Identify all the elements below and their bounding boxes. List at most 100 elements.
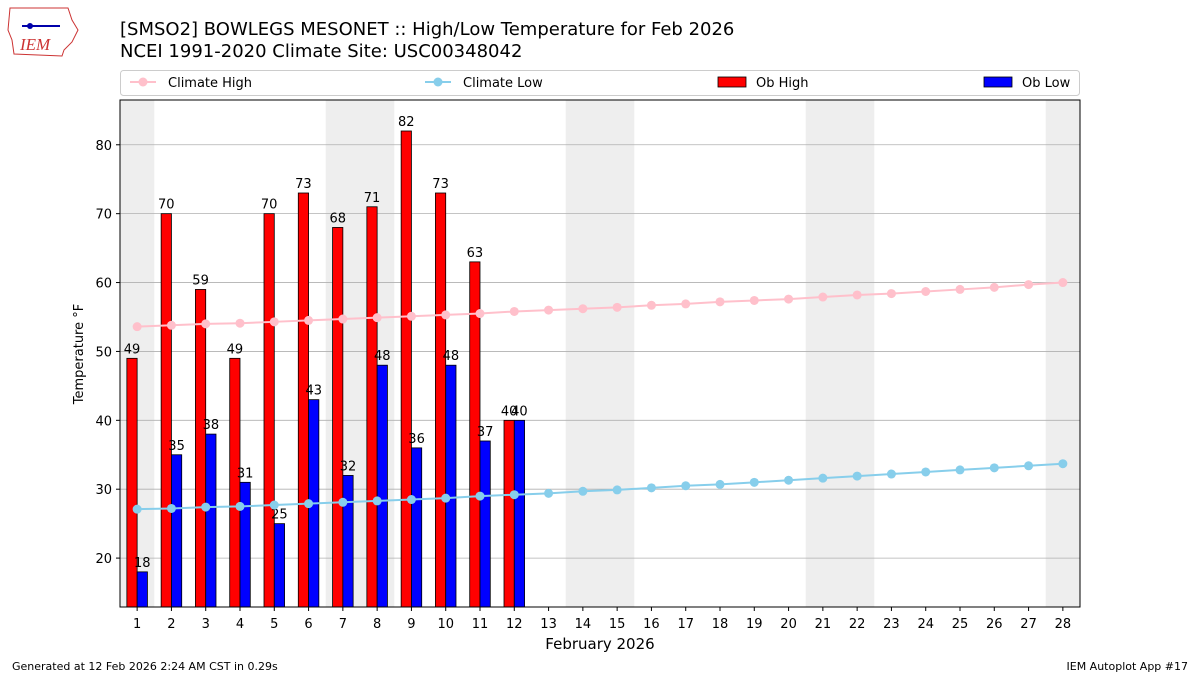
x-tick-label: 13 — [540, 617, 557, 632]
x-tick-label: 5 — [270, 617, 278, 632]
x-tick-label: 15 — [609, 617, 626, 632]
x-tick-label: 8 — [373, 617, 381, 632]
data-label: 35 — [168, 439, 185, 454]
bar — [342, 475, 354, 608]
point — [441, 310, 451, 320]
point — [612, 302, 622, 312]
point — [475, 309, 485, 319]
data-label: 73 — [295, 177, 312, 192]
bar — [376, 364, 388, 608]
logo-dot — [27, 23, 33, 29]
x-tick-label: 7 — [339, 617, 347, 632]
legend-box — [120, 70, 1080, 96]
point — [578, 304, 588, 314]
x-tick-label: 2 — [167, 617, 175, 632]
bar — [435, 192, 447, 608]
point — [1024, 461, 1034, 471]
point — [544, 305, 554, 315]
point — [372, 313, 382, 323]
point — [166, 320, 176, 330]
legend-marker — [433, 77, 443, 87]
x-tick-label: 27 — [1020, 617, 1037, 632]
weekend-band — [565, 100, 600, 607]
data-label: 32 — [340, 459, 357, 474]
legend-label: Ob Low — [1022, 76, 1071, 91]
point — [715, 479, 725, 489]
point — [646, 483, 656, 493]
data-label: 40 — [511, 404, 528, 419]
bar — [400, 130, 412, 608]
y-tick-label: 40 — [95, 414, 112, 429]
x-tick-label: 22 — [849, 617, 866, 632]
data-label: 38 — [203, 418, 220, 433]
data-label: 49 — [227, 342, 244, 357]
y-tick-label: 80 — [95, 139, 112, 154]
point — [955, 465, 965, 475]
bar — [513, 419, 525, 608]
data-label: 68 — [329, 211, 346, 226]
point — [749, 295, 759, 305]
data-label: 25 — [271, 508, 288, 523]
legend-label: Climate High — [168, 76, 252, 91]
point — [921, 467, 931, 477]
data-label: 43 — [305, 384, 322, 399]
weekend-band — [1045, 100, 1080, 607]
bar — [160, 213, 172, 608]
legend-swatch — [717, 76, 747, 88]
bar — [332, 227, 344, 608]
data-label: 37 — [477, 425, 494, 440]
point — [269, 500, 279, 510]
point — [955, 284, 965, 294]
chart-subtitle: NCEI 1991-2020 Climate Site: USC00348042 — [120, 41, 522, 62]
logo: IEM — [7, 7, 79, 57]
weekend-band — [840, 100, 875, 607]
weekend-band — [600, 100, 635, 607]
point — [132, 322, 142, 332]
x-tick-label: 18 — [712, 617, 729, 632]
point — [509, 306, 519, 316]
point — [681, 299, 691, 309]
x-tick-label: 4 — [236, 617, 244, 632]
x-tick-label: 17 — [677, 617, 694, 632]
point — [715, 297, 725, 307]
point — [886, 469, 896, 479]
data-label: 31 — [237, 466, 254, 481]
data-label: 71 — [364, 191, 381, 206]
point — [989, 282, 999, 292]
x-tick-label: 23 — [883, 617, 900, 632]
point — [269, 317, 279, 327]
point — [784, 475, 794, 485]
x-tick-label: 3 — [202, 617, 210, 632]
bar — [503, 419, 515, 608]
data-label: 82 — [398, 115, 415, 130]
point — [475, 491, 485, 501]
bar — [297, 192, 309, 608]
point — [235, 501, 245, 511]
point — [852, 290, 862, 300]
x-tick-label: 9 — [407, 617, 415, 632]
point — [406, 495, 416, 505]
footer-left: Generated at 12 Feb 2026 2:24 AM CST in … — [12, 660, 278, 673]
y-tick-label: 60 — [95, 277, 112, 292]
bar — [229, 357, 241, 608]
point — [304, 499, 314, 509]
x-tick-label: 16 — [643, 617, 660, 632]
point — [921, 287, 931, 297]
point — [201, 319, 211, 329]
point — [544, 488, 554, 498]
point — [441, 493, 451, 503]
point — [166, 503, 176, 513]
bar — [205, 433, 217, 608]
point — [989, 463, 999, 473]
x-tick-label: 14 — [575, 617, 592, 632]
data-label: 48 — [374, 349, 391, 364]
weekend-band — [805, 100, 840, 607]
point — [372, 496, 382, 506]
line — [137, 462, 1063, 511]
point — [886, 289, 896, 299]
data-label: 49 — [124, 342, 141, 357]
point — [646, 300, 656, 310]
x-tick-label: 25 — [952, 617, 969, 632]
data-label: 70 — [158, 198, 175, 213]
